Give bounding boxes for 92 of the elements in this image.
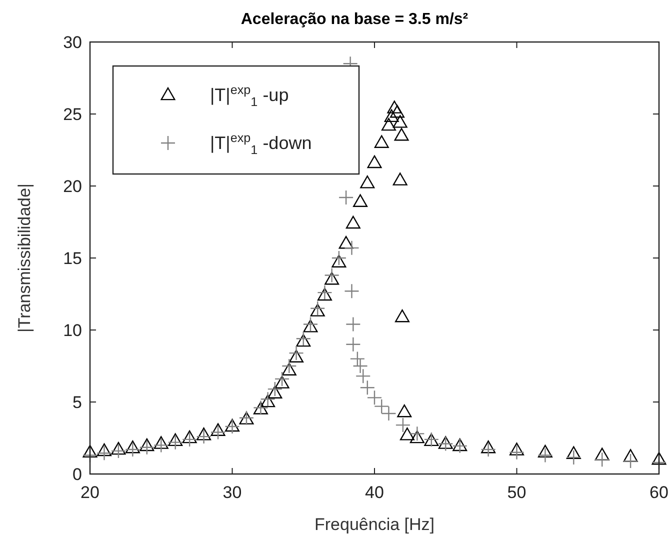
point	[344, 284, 360, 299]
point	[274, 376, 290, 388]
point	[154, 438, 169, 453]
point	[168, 433, 183, 446]
point	[356, 368, 371, 384]
point	[310, 304, 325, 316]
point	[303, 320, 318, 332]
point	[538, 444, 552, 458]
y-tick-label: 0	[72, 465, 82, 484]
point	[387, 100, 402, 114]
point	[125, 440, 140, 454]
point	[324, 268, 340, 283]
point	[400, 428, 414, 440]
point	[168, 434, 183, 450]
point	[374, 135, 389, 148]
point	[338, 190, 354, 206]
point	[392, 115, 408, 128]
point	[367, 155, 382, 168]
y-axis-title: |Transmissibilidade|	[15, 184, 34, 332]
point	[395, 417, 411, 433]
point	[480, 442, 496, 458]
point	[317, 284, 332, 300]
x-tick-label: 60	[650, 483, 668, 502]
point	[623, 449, 638, 462]
point	[139, 440, 154, 455]
point	[282, 358, 297, 374]
point	[353, 194, 368, 207]
point	[350, 351, 366, 366]
point	[210, 424, 226, 440]
point	[352, 358, 368, 374]
point	[274, 371, 290, 387]
x-tick-label: 50	[507, 483, 526, 502]
point	[381, 118, 396, 131]
point	[182, 430, 197, 444]
point	[96, 443, 112, 456]
point	[481, 440, 496, 454]
point	[196, 428, 212, 444]
point	[182, 432, 198, 448]
point	[196, 428, 212, 440]
x-tick-label: 40	[365, 483, 384, 502]
point	[394, 128, 409, 141]
point	[510, 442, 524, 456]
point	[111, 442, 126, 455]
y-tick-label: 10	[63, 321, 82, 340]
point	[344, 240, 360, 256]
point	[566, 446, 581, 459]
point	[652, 452, 666, 465]
point	[288, 345, 304, 361]
point	[594, 452, 610, 468]
point	[338, 236, 354, 249]
point	[125, 442, 140, 458]
point	[346, 316, 361, 332]
point	[509, 444, 524, 460]
point	[384, 109, 399, 122]
legend-label: |T|$^{exp}$$_{1}$ -up	[210, 82, 289, 109]
point	[267, 381, 283, 397]
point	[397, 404, 412, 418]
point	[346, 216, 360, 229]
y-tick-label: 25	[63, 105, 82, 124]
point	[331, 250, 347, 266]
point	[346, 336, 361, 352]
point	[82, 444, 98, 458]
point	[154, 436, 168, 449]
point	[289, 350, 304, 363]
point	[140, 438, 154, 452]
point	[394, 309, 410, 322]
point	[282, 362, 296, 376]
point	[96, 446, 112, 461]
point	[410, 426, 425, 442]
point	[410, 430, 424, 444]
y-tick-label: 30	[63, 33, 82, 52]
point	[392, 172, 408, 186]
point	[210, 423, 226, 436]
point	[324, 272, 340, 285]
x-axis-title: Frequência [Hz]	[314, 515, 434, 534]
point	[268, 386, 282, 399]
point	[332, 254, 346, 268]
point	[538, 448, 553, 463]
x-tick-label: 30	[222, 483, 242, 502]
point	[360, 176, 375, 188]
point	[622, 453, 638, 469]
chart-title: Aceleração na base = 3.5 m/s²	[240, 11, 468, 28]
point	[110, 443, 126, 459]
y-tick-label: 15	[63, 249, 82, 268]
point	[390, 104, 405, 118]
point	[310, 300, 326, 316]
y-tick-label: 5	[72, 393, 82, 412]
legend-label: |T|$^{exp}$$_{1}$ -down	[210, 130, 312, 157]
point	[594, 448, 610, 460]
point	[317, 288, 332, 301]
point	[566, 450, 582, 466]
y-tick-label: 20	[63, 177, 82, 196]
